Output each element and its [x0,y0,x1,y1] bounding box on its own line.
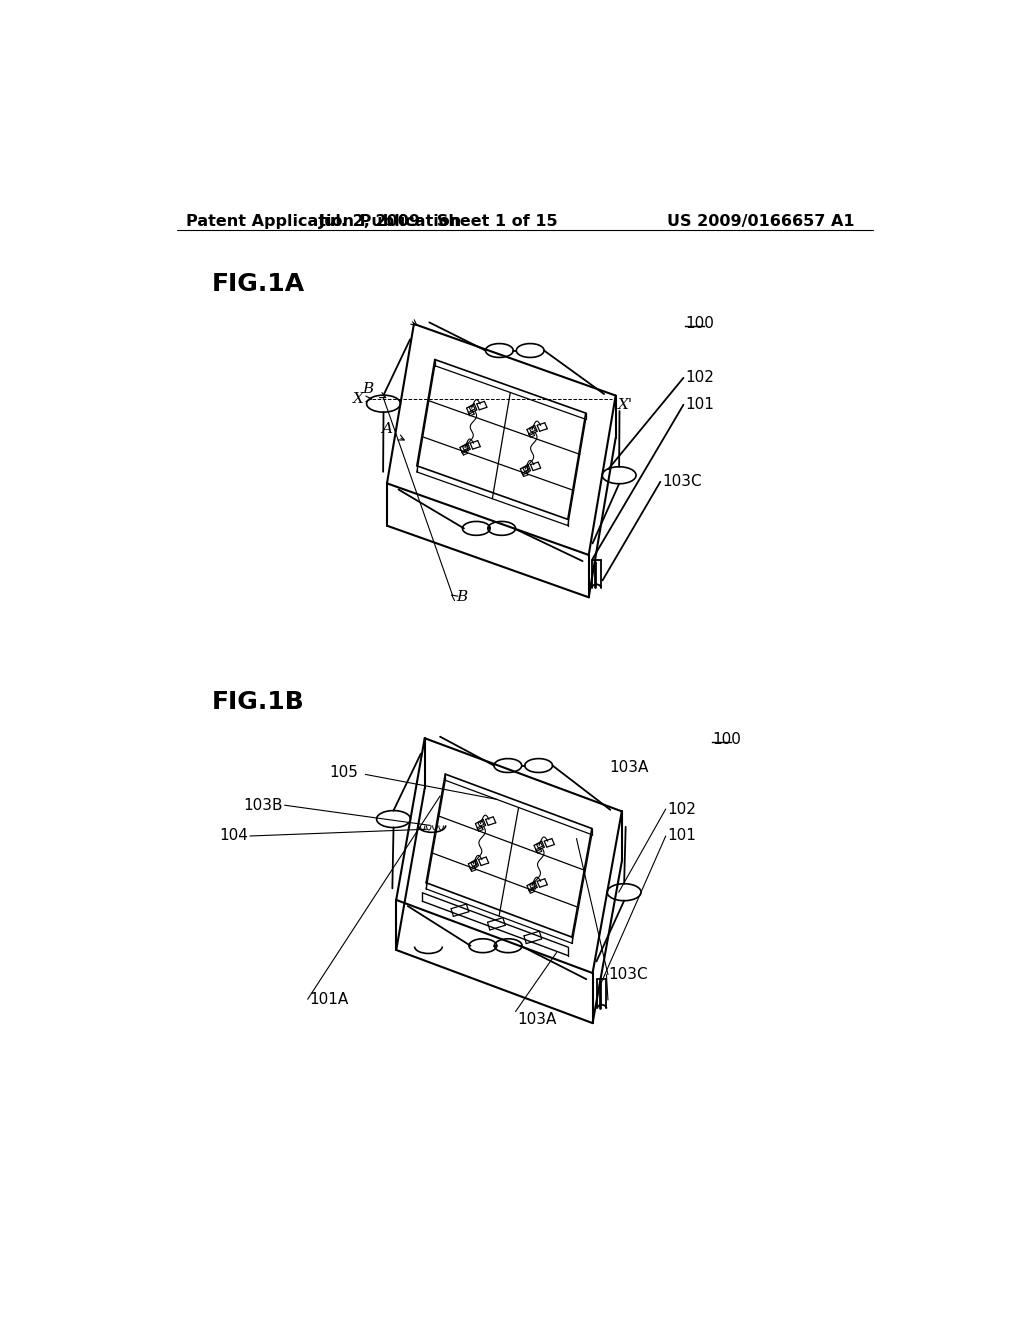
Text: 100: 100 [712,733,740,747]
Text: FIG.1B: FIG.1B [211,689,304,714]
Text: 103C: 103C [662,474,701,490]
Text: B: B [457,590,468,605]
Text: 102: 102 [685,371,714,385]
Text: 103C: 103C [608,968,647,982]
Text: X': X' [617,399,633,412]
Text: Jul. 2, 2009   Sheet 1 of 15: Jul. 2, 2009 Sheet 1 of 15 [318,214,558,228]
Text: US 2009/0166657 A1: US 2009/0166657 A1 [667,214,854,228]
Text: 104: 104 [219,829,249,843]
Text: 103A: 103A [609,760,649,775]
Text: FIG.1A: FIG.1A [211,272,304,297]
Text: 103B: 103B [244,797,283,813]
Text: 101: 101 [685,397,714,412]
Text: 103A: 103A [517,1011,556,1027]
Text: 105: 105 [329,766,357,780]
Text: Patent Application Publication: Patent Application Publication [186,214,461,228]
Text: 101: 101 [668,829,696,843]
Text: X: X [353,392,364,405]
Text: A: A [381,421,392,436]
Text: B: B [362,383,374,396]
Text: 102: 102 [668,801,696,817]
Text: 100: 100 [685,317,714,331]
Text: 101A: 101A [309,991,348,1007]
